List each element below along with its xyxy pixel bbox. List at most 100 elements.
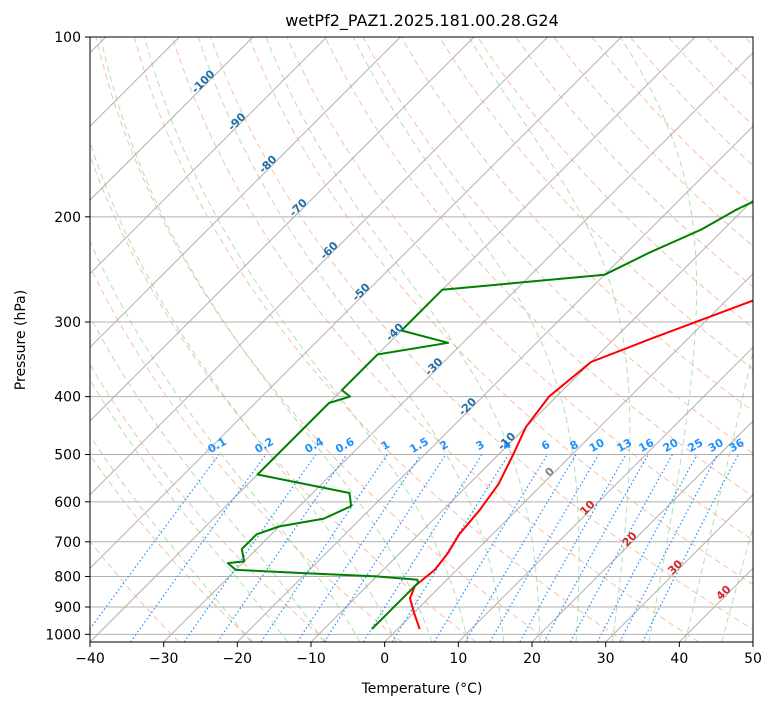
x-tick-label: 40 — [670, 651, 688, 667]
isotherm-label: -20 — [456, 395, 479, 418]
mixing-ratio-label: 30 — [706, 436, 726, 455]
y-tick-label: 900 — [54, 600, 81, 616]
dry-adiabat — [668, 37, 753, 127]
dewpoint-profile — [226, 200, 753, 630]
moist-adiabat — [721, 526, 753, 642]
x-tick-label: 50 — [744, 651, 762, 667]
x-tick-label: −20 — [223, 651, 253, 667]
isotherm-line — [90, 37, 622, 570]
dry-adiabat — [90, 453, 254, 642]
moist-adiabat — [100, 37, 433, 642]
dry-adiabat — [286, 37, 753, 541]
dry-adiabat — [477, 37, 753, 329]
isotherm-label: -50 — [350, 280, 373, 303]
moist-adiabat — [90, 315, 325, 642]
dry-adiabat — [171, 37, 700, 642]
mixing-ratio-label: 6 — [539, 438, 552, 453]
isotherm-line — [678, 567, 753, 642]
moist-adiabat — [265, 37, 541, 642]
moist-adiabat-label: 20 — [620, 529, 640, 549]
moist-adiabat-label: 10 — [578, 498, 598, 518]
mixing-ratio-line — [90, 454, 220, 630]
isotherm-line — [531, 420, 753, 642]
mixing-ratio-label: 10 — [587, 436, 607, 455]
mixing-ratio-line — [464, 454, 577, 642]
y-tick-label: 800 — [54, 569, 81, 585]
mixing-ratio-line — [519, 454, 627, 642]
mixing-ratio-line — [489, 454, 600, 642]
mixing-ratio-line — [130, 454, 267, 642]
mixing-ratio-label: 8 — [568, 438, 581, 453]
isotherm-label: -90 — [225, 110, 248, 133]
mixing-ratio-label: 13 — [614, 436, 634, 455]
moist-adiabat — [90, 239, 361, 642]
isotherm-line — [90, 37, 549, 496]
mixing-ratio-label: 0.2 — [252, 435, 275, 456]
x-tick-label: 20 — [523, 651, 541, 667]
y-tick-label: 400 — [54, 390, 81, 406]
mixing-ratio-label: 25 — [685, 436, 705, 455]
moist-adiabat — [90, 434, 252, 642]
mixing-ratio-line — [260, 454, 388, 642]
x-tick-label: −30 — [149, 651, 179, 667]
moist-adiabat — [144, 37, 469, 642]
mixing-ratio-line — [296, 454, 422, 642]
mixing-ratio-line — [596, 454, 698, 642]
mixing-ratio-label: 20 — [661, 436, 681, 455]
profile-lines — [226, 200, 753, 630]
y-tick-label: 600 — [54, 495, 81, 511]
x-axis: −40 −30 −20 −10 0 10 20 30 40 50 — [75, 642, 762, 667]
y-tick-label: 300 — [54, 315, 81, 331]
moist-adiabat — [468, 37, 631, 642]
mixing-ratio-line — [323, 454, 447, 642]
y-tick-label: 500 — [54, 448, 81, 464]
isotherm-line — [457, 346, 753, 642]
moist-adiabat-label: 40 — [714, 582, 734, 602]
dry-adiabat — [210, 37, 753, 631]
dry-adiabat — [90, 153, 477, 642]
mixing-ratio-line — [569, 454, 673, 642]
x-tick-label: 0 — [380, 651, 389, 667]
mixing-ratio-label: 0.4 — [302, 435, 326, 456]
mixing-ratio-line — [216, 454, 348, 642]
isotherm-line — [310, 199, 753, 642]
temperature-profile — [409, 299, 753, 630]
isotherm-label: -40 — [383, 320, 406, 343]
x-tick-label: −40 — [75, 651, 105, 667]
dry-adiabat — [133, 37, 625, 642]
y-tick-label: 1000 — [45, 627, 81, 643]
mixing-ratio-label: 1.5 — [408, 435, 431, 456]
dry-adiabat — [90, 363, 328, 642]
moist-adiabat — [90, 379, 288, 642]
isotherm-label: -80 — [256, 153, 279, 176]
dry-adiabat — [515, 37, 753, 288]
dry-adiabat — [591, 37, 753, 207]
dry-adiabat — [744, 37, 753, 47]
dry-adiabat — [95, 37, 551, 642]
mixing-ratio-label: 1 — [379, 438, 392, 453]
isotherm-line — [90, 37, 401, 349]
dry-adiabat — [90, 265, 403, 642]
dry-adiabat — [400, 37, 753, 412]
isotherm-label: -100 — [189, 67, 218, 96]
mixing-ratio-label: 3 — [474, 438, 487, 453]
dry-adiabat — [706, 37, 753, 87]
isotherm-label: -60 — [318, 239, 341, 262]
isotherm-line — [236, 125, 753, 642]
mixing-ratio-line — [433, 454, 549, 642]
moist-adiabat — [197, 37, 505, 642]
isotherm-line — [90, 37, 328, 275]
isotherm-line — [90, 37, 696, 642]
mixing-ratio-line — [362, 454, 483, 642]
moist-adiabat — [620, 37, 698, 642]
isotherm-line — [752, 641, 753, 642]
thermo-guides — [90, 37, 753, 642]
y-axis: 100 200 300 400 500 600 700 800 900 1000 — [45, 30, 90, 643]
y-tick-label: 100 — [54, 30, 81, 46]
plot-frame — [89, 36, 754, 643]
isotherm-line — [90, 37, 254, 201]
mixing-ratio-line — [183, 454, 317, 642]
isotherm-line — [384, 272, 753, 642]
y-tick-label: 200 — [54, 210, 81, 226]
isotherm-line — [605, 493, 753, 642]
